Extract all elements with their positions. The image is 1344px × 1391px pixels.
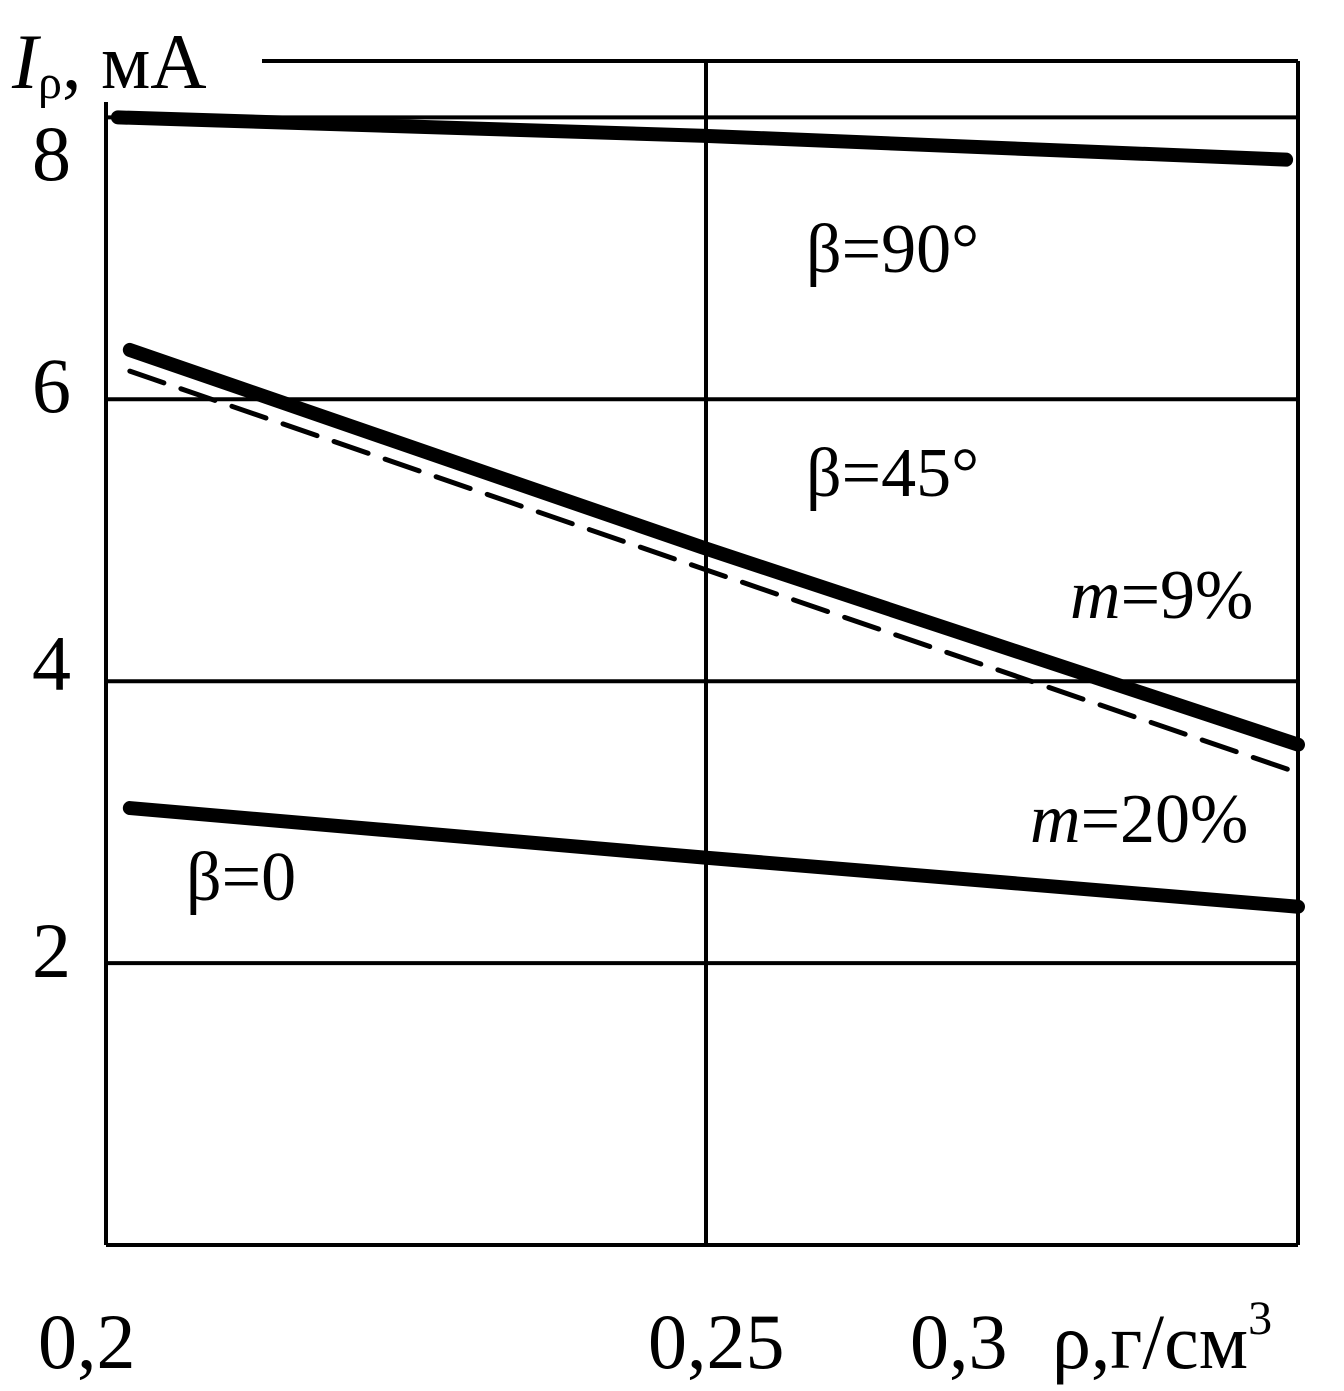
y-axis-label-unit: , мА bbox=[62, 18, 207, 105]
annotation-beta-90: β=90° bbox=[806, 211, 979, 288]
y-tick-label: 6 bbox=[32, 342, 71, 429]
grid bbox=[106, 61, 1298, 1245]
x-axis-label: ρ,г/см3 bbox=[1052, 1292, 1272, 1385]
y-tick-label: 4 bbox=[32, 620, 71, 707]
x-tick-label: 0,3 bbox=[910, 1298, 1008, 1385]
x-axis-label-text: ρ,г/см bbox=[1052, 1298, 1248, 1385]
series-line-1 bbox=[122, 342, 1305, 752]
x-tick-label: 0,2 bbox=[38, 1298, 136, 1385]
annotation-beta-0: β=0 bbox=[186, 839, 296, 916]
annotation-m-20-var: m bbox=[1030, 781, 1081, 858]
annotation-m-20: m=20% bbox=[1030, 781, 1248, 858]
annotation-m-9-var: m bbox=[1070, 557, 1121, 634]
annotation-beta-45: β=45° bbox=[806, 435, 979, 512]
series-line-0 bbox=[110, 110, 1294, 167]
annotation-m-9-rest: =9% bbox=[1121, 557, 1254, 634]
y-tick-label: 8 bbox=[32, 110, 71, 197]
series-layer bbox=[110, 110, 1305, 914]
y-axis-label-symbol: I bbox=[11, 18, 42, 105]
series-line-dashed bbox=[127, 368, 1301, 776]
y-tick-label: 2 bbox=[32, 907, 71, 994]
annotation-m-9: m=9% bbox=[1070, 557, 1253, 634]
series-line-3 bbox=[122, 801, 1305, 914]
y-axis-label-subscript: ρ bbox=[38, 56, 62, 109]
annotation-m-20-rest: =20% bbox=[1081, 781, 1249, 858]
y-axis-label: Iρ, мА bbox=[11, 18, 207, 109]
x-tick-label: 0,25 bbox=[648, 1298, 785, 1385]
x-axis-label-sup: 3 bbox=[1248, 1292, 1272, 1345]
